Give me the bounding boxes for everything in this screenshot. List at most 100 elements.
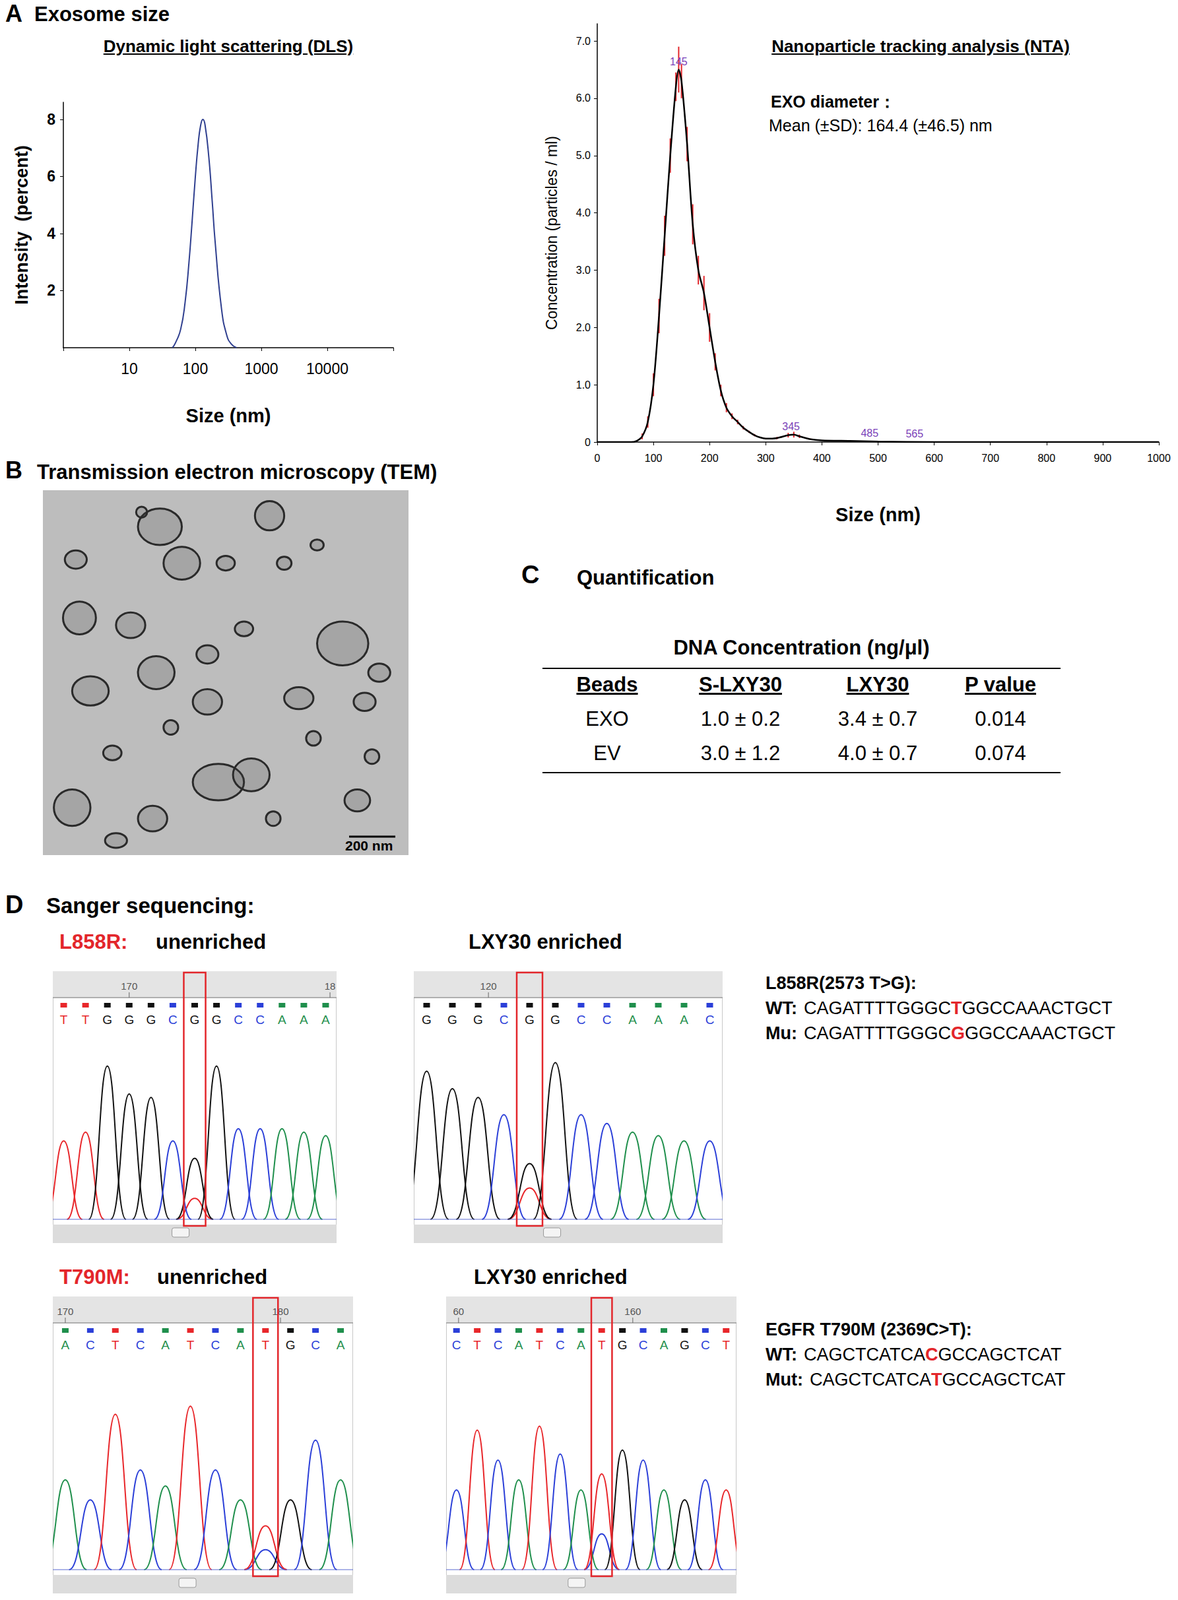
svg-text:C: C: [233, 1013, 243, 1027]
svg-text:6.0: 6.0: [576, 92, 591, 104]
svg-text:18: 18: [324, 980, 336, 992]
svg-text:G: G: [211, 1013, 222, 1027]
svg-text:A: A: [654, 1013, 663, 1027]
svg-text:345: 345: [782, 421, 800, 433]
svg-text:C: C: [499, 1013, 509, 1027]
svg-text:200: 200: [700, 452, 719, 464]
svg-text:Concentration (particles / ml): Concentration (particles / ml): [543, 135, 561, 330]
svg-text:Intensity (percent): Intensity (percent): [11, 145, 32, 305]
svg-text:A: A: [336, 1338, 346, 1353]
svg-text:160: 160: [624, 1306, 641, 1318]
svg-text:T: T: [111, 1338, 120, 1353]
html-text:Quantification: Quantification: [576, 566, 715, 590]
svg-text:C: C: [705, 1013, 715, 1027]
svg-text:G: G: [190, 1013, 200, 1027]
html-text:S-LXY30: S-LXY30: [698, 673, 782, 697]
svg-text:565: 565: [905, 428, 924, 440]
svg-text:G: G: [617, 1338, 628, 1353]
svg-text:100: 100: [644, 452, 663, 464]
html-text:Exosome size: Exosome size: [34, 2, 170, 26]
svg-text:A: A: [659, 1338, 669, 1353]
svg-text:A: A: [576, 1338, 586, 1353]
svg-text:4: 4: [46, 225, 56, 243]
svg-text:180: 180: [272, 1306, 290, 1318]
svg-text:C: C: [576, 1013, 587, 1027]
svg-text:G: G: [124, 1013, 134, 1027]
svg-text:G: G: [473, 1013, 484, 1027]
svg-text:900: 900: [1094, 452, 1113, 464]
svg-text:A: A: [61, 1338, 70, 1353]
svg-text:120: 120: [480, 980, 497, 992]
svg-text:C: C: [493, 1338, 503, 1353]
svg-text:G: G: [145, 1013, 156, 1027]
svg-text:T: T: [261, 1338, 270, 1353]
html-text:DNA Concentration (ng/μl): DNA Concentration (ng/μl): [673, 636, 930, 660]
svg-text:500: 500: [869, 452, 887, 464]
svg-text:G: G: [421, 1013, 432, 1027]
svg-text:C: C: [168, 1013, 178, 1027]
svg-text:C: C: [135, 1338, 146, 1353]
svg-text:A: A: [236, 1338, 245, 1353]
svg-text:10: 10: [120, 360, 138, 378]
svg-text:G: G: [447, 1013, 458, 1027]
svg-text:145: 145: [669, 56, 688, 68]
svg-text:C: C: [638, 1338, 649, 1353]
svg-text:T: T: [597, 1338, 606, 1353]
svg-text:C: C: [602, 1013, 612, 1027]
svg-text:T: T: [186, 1338, 195, 1353]
svg-text:C: C: [700, 1338, 711, 1353]
svg-text:700: 700: [981, 452, 1000, 464]
svg-text:C: C: [255, 1013, 265, 1027]
svg-text:A: A: [299, 1013, 309, 1027]
svg-text:A: A: [514, 1338, 524, 1353]
svg-text:G: G: [679, 1338, 690, 1353]
svg-text:C: C: [310, 1338, 321, 1353]
svg-text:C: C: [85, 1338, 96, 1353]
svg-text:G: G: [550, 1013, 561, 1027]
svg-text:G: G: [524, 1013, 535, 1027]
svg-text:6: 6: [46, 167, 56, 185]
svg-text:170: 170: [120, 980, 138, 992]
svg-text:10000: 10000: [306, 360, 349, 378]
svg-text:8: 8: [46, 110, 56, 129]
svg-text:60: 60: [453, 1306, 465, 1318]
svg-text:T: T: [473, 1338, 482, 1353]
svg-text:3.0: 3.0: [576, 264, 591, 276]
svg-text:T: T: [721, 1338, 730, 1353]
html-text:Transmission electron microsco: Transmission electron microscopy (TEM): [36, 460, 438, 484]
svg-text:485: 485: [860, 427, 879, 439]
svg-text:400: 400: [813, 452, 831, 464]
svg-text:G: G: [102, 1013, 113, 1027]
svg-text:800: 800: [1037, 452, 1056, 464]
svg-text:G: G: [285, 1338, 296, 1353]
svg-text:T: T: [81, 1013, 90, 1027]
svg-text:C: C: [555, 1338, 565, 1353]
svg-text:C: C: [211, 1338, 221, 1353]
svg-text:A: A: [161, 1338, 170, 1353]
html-text:Sanger sequencing:: Sanger sequencing:: [46, 893, 255, 918]
svg-text:170: 170: [56, 1306, 74, 1318]
svg-text:5.0: 5.0: [576, 149, 591, 162]
svg-text:A: A: [628, 1013, 637, 1027]
svg-text:T: T: [60, 1013, 68, 1027]
svg-text:A: A: [277, 1013, 287, 1027]
svg-text:1000: 1000: [1146, 452, 1171, 464]
svg-text:2: 2: [46, 281, 56, 299]
svg-text:300: 300: [756, 452, 775, 464]
svg-text:Size (nm): Size (nm): [835, 504, 921, 526]
svg-text:A: A: [321, 1013, 330, 1027]
svg-text:A: A: [679, 1013, 689, 1027]
svg-text:4.0: 4.0: [576, 207, 591, 219]
svg-text:0: 0: [584, 436, 591, 449]
svg-text:7.0: 7.0: [576, 35, 591, 47]
svg-text:600: 600: [925, 452, 944, 464]
svg-text:100: 100: [182, 360, 208, 378]
svg-text:C: C: [452, 1338, 462, 1353]
svg-text:1000: 1000: [244, 360, 278, 378]
svg-text:Size (nm): Size (nm): [186, 405, 272, 427]
html-text:Beads: Beads: [576, 673, 638, 697]
svg-text:1.0: 1.0: [576, 379, 591, 391]
svg-text:0: 0: [594, 452, 601, 464]
svg-text:2.0: 2.0: [576, 322, 591, 334]
svg-text:T: T: [535, 1338, 544, 1353]
